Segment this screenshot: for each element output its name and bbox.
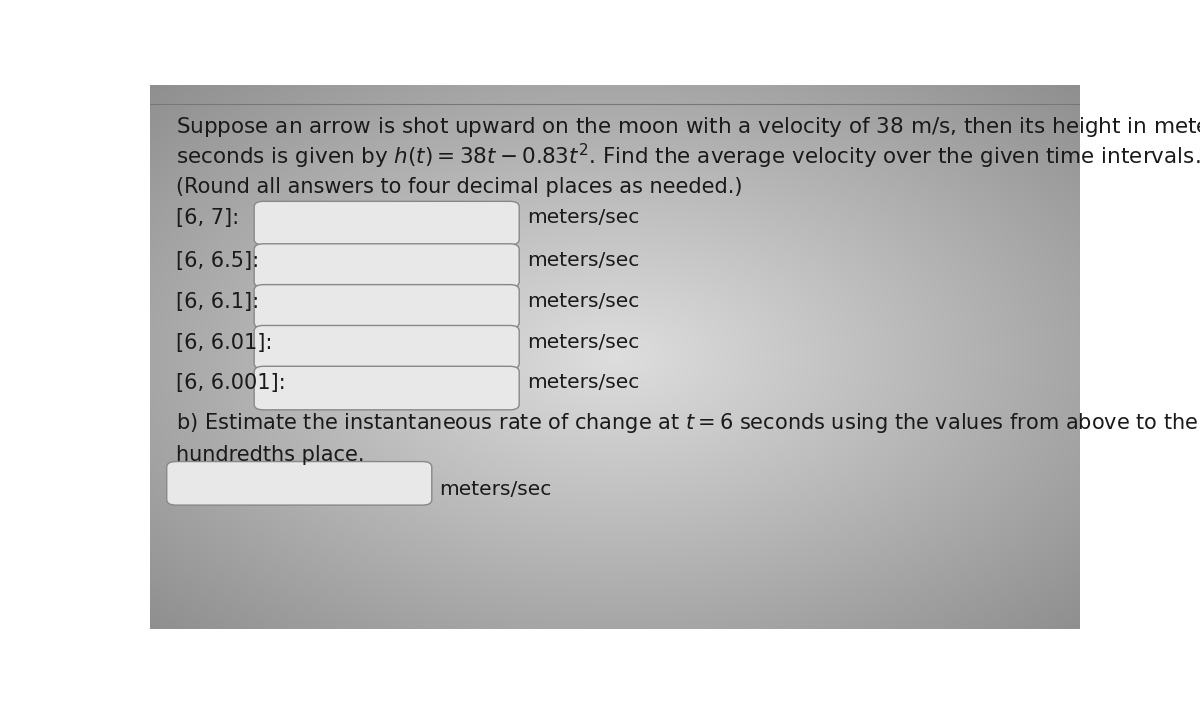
Text: [6, 6.001]:: [6, 6.001]: [176, 373, 286, 393]
FancyBboxPatch shape [167, 462, 432, 505]
Text: meters/sec: meters/sec [527, 332, 638, 351]
Text: meters/sec: meters/sec [527, 292, 638, 310]
Text: meters/sec: meters/sec [439, 480, 552, 499]
Text: (Round all answers to four decimal places as needed.): (Round all answers to four decimal place… [176, 177, 743, 197]
Text: [6, 6.01]:: [6, 6.01]: [176, 332, 272, 353]
FancyBboxPatch shape [254, 325, 520, 369]
Text: seconds is given by $h(t) = 38t - 0.83t^2$. Find the average velocity over the g: seconds is given by $h(t) = 38t - 0.83t^… [176, 142, 1200, 171]
Text: [6, 7]:: [6, 7]: [176, 209, 239, 228]
Text: Suppose an arrow is shot upward on the moon with a velocity of 38 m/s, then its : Suppose an arrow is shot upward on the m… [176, 115, 1200, 139]
Text: b) Estimate the instantaneous rate of change at $t = 6$ seconds using the values: b) Estimate the instantaneous rate of ch… [176, 411, 1199, 436]
FancyBboxPatch shape [254, 366, 520, 410]
Text: [6, 6.5]:: [6, 6.5]: [176, 251, 259, 271]
Text: meters/sec: meters/sec [527, 251, 638, 270]
Text: hundredths place.: hundredths place. [176, 445, 365, 465]
Text: meters/sec: meters/sec [527, 373, 638, 392]
Text: meters/sec: meters/sec [527, 209, 638, 228]
FancyBboxPatch shape [254, 201, 520, 245]
FancyBboxPatch shape [254, 285, 520, 328]
Text: [6, 6.1]:: [6, 6.1]: [176, 292, 259, 312]
FancyBboxPatch shape [254, 244, 520, 287]
